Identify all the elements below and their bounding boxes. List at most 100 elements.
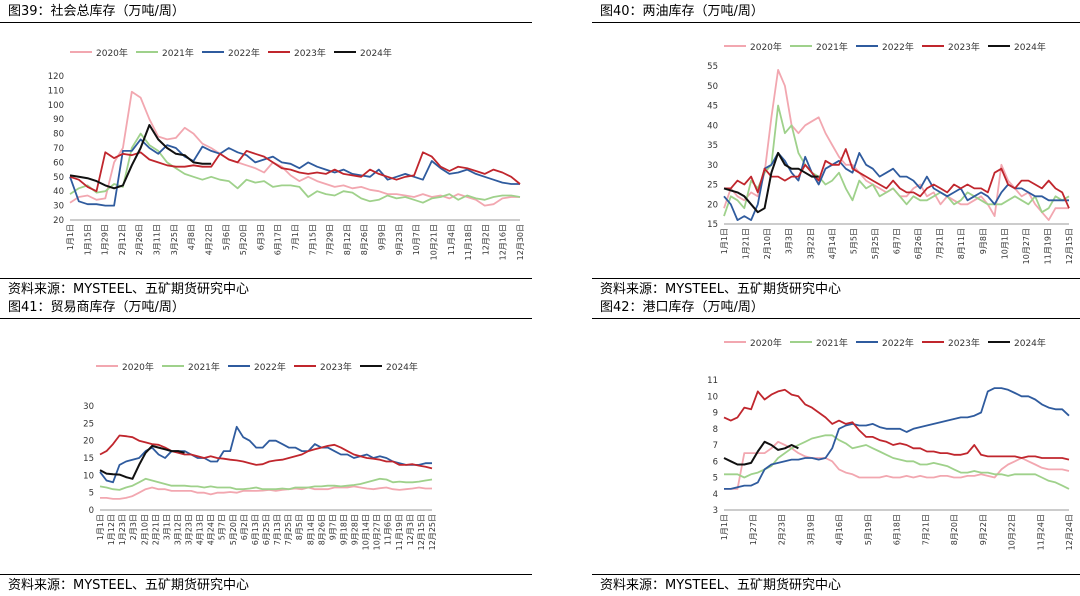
x-tick-label: 3月3日 [785,228,794,254]
legend: 2020年 2021年 2022年 2023年 2024年 [70,47,392,59]
x-tick-label: 5月6日 [222,224,231,250]
x-tick-label: 11月24日 [1036,514,1045,550]
x-tick-label: 10月14日 [362,514,371,550]
y-tick-label: 5 [713,474,718,484]
y-tick-label: 40 [53,187,64,197]
legend-label-2020: 2020年 [122,361,154,373]
x-tick-label: 3月19日 [806,514,815,545]
y-tick-label: 120 [48,72,64,82]
y-tick-label: 20 [707,200,718,210]
y-tick-label: 25 [707,181,718,191]
y-tick-label: 8 [713,425,718,435]
y-tick-label: 100 [48,101,64,111]
y-tick-label: 11 [707,376,718,386]
y-tick-label: 4 [713,490,718,500]
x-tick-label: 1月1日 [720,514,729,540]
y-axis: 0 5 10 15 20 25 30 [83,402,94,516]
legend-label-2023: 2023年 [948,337,980,349]
source-rule [592,278,1080,279]
x-tick-label: 3月25日 [170,224,179,255]
y-tick-label: 6 [713,457,718,467]
legend-label-2022: 2022年 [254,361,286,373]
x-tick-label: 12月15日 [417,514,426,550]
y-tick-label: 45 [707,102,718,112]
panel-two-oil-inventory: 图40：两油库存（万吨/周） 2020年 2021年 2022年 2023年 2024年… [544,0,1080,298]
x-tick-label: 11月4日 [447,224,456,255]
x-tick-label: 1月1日 [96,514,105,540]
x-axis: 1月1日 1月15日 1月29日 2月12日 2月26日 3月11日 3月25日 4月8日 4月… [66,224,525,260]
x-tick-label: 7月15日 [308,224,317,255]
x-tick-label: 4月13日 [196,514,205,545]
x-tick-label: 9月18日 [339,514,348,545]
x-tick-label: 3月11日 [153,224,162,255]
x-tick-label: 9月23日 [395,224,404,255]
x-tick-label: 7月29日 [326,224,335,255]
y-tick-label: 15 [83,454,94,464]
x-tick-label: 12月15日 [1065,228,1074,264]
series-line-2022 [724,387,1070,490]
y-tick-label: 10 [83,471,94,481]
series-line-2024 [723,151,819,214]
x-tick-label: 1月27日 [749,514,758,545]
y-tick-label: 50 [53,173,64,183]
x-tick-label: 5月20日 [239,224,248,255]
x-tick-label: 12月16日 [499,224,508,260]
legend-label-2024: 2024年 [386,361,418,373]
legend-label-2021: 2021年 [162,47,194,59]
series-line-2024 [69,124,212,190]
x-tick-label: 2月10日 [763,228,772,259]
x-tick-label: 2月26日 [135,224,144,255]
y-tick-label: 3 [713,506,718,516]
legend-label-2022: 2022年 [882,41,914,53]
x-tick-label: 12月24日 [1065,514,1074,550]
series-line-2021 [723,104,1070,217]
y-tick-label: 20 [53,216,64,226]
legend: 2020年 2021年 2022年 2023年 2024年 [96,361,418,373]
chart-title: 图39：社会总库存（万吨/周） [8,4,185,19]
series-line-2023 [723,388,1070,461]
y-tick-label: 90 [53,115,64,125]
title-rule [592,22,1080,23]
x-tick-label: 11月6日 [384,514,393,545]
y-axis: 20 30 40 50 60 70 80 90 100 110 120 [48,72,64,226]
x-tick-label: 7月21日 [936,228,945,259]
x-tick-label: 8月26日 [317,514,326,545]
x-axis: 1月1日 1月21日 2月10日 3月3日 3月22日 4月14日 5月5日 5月25日 6月7… [720,228,1074,264]
legend: 2020年 2021年 2022年 2023年 2024年 [724,41,1046,53]
x-tick-label: 10月27日 [1022,228,1031,264]
series-line-2023 [99,434,433,470]
chart-title: 图40：两油库存（万吨/周） [600,4,764,19]
legend-label-2021: 2021年 [816,41,848,53]
x-tick-label: 6月13日 [251,514,260,545]
x-tick-label: 4月16日 [835,514,844,545]
source-rule [0,574,532,575]
x-tick-label: 10月27日 [373,514,382,550]
x-tick-label: 8月5日 [295,514,304,540]
source-note: 资料来源：MYSTEEL、五矿期货研究中心 [600,282,842,297]
x-tick-label: 6月3日 [256,224,265,250]
x-tick-label: 1月29日 [101,224,110,255]
legend-label-2020: 2020年 [96,47,128,59]
legend-label-2021: 2021年 [816,337,848,349]
series-line-2020 [69,90,520,207]
x-tick-label: 4月24日 [207,514,216,545]
x-tick-label: 4月8日 [187,224,196,250]
x-tick-label: 1月23日 [118,514,127,545]
legend-label-2023: 2023年 [948,41,980,53]
series-line-2024 [723,440,799,466]
x-tick-label: 12月25日 [428,514,437,550]
x-tick-label: 8月11日 [957,228,966,259]
x-tick-label: 12月30日 [516,224,525,260]
legend-label-2024: 2024年 [1014,41,1046,53]
x-tick-label: 6月26日 [914,228,923,259]
y-tick-label: 40 [707,121,718,131]
chart-title: 图41：贸易商库存（万吨/周） [8,300,185,315]
x-tick-label: 5月5日 [849,228,858,254]
y-tick-label: 15 [707,220,718,230]
x-tick-label: 3月23日 [185,514,194,545]
x-tick-label: 2月3日 [129,514,138,540]
x-tick-label: 6月17日 [274,224,283,255]
x-tick-label: 1月15日 [83,224,92,255]
x-tick-label: 9月7日 [328,514,337,540]
x-tick-label: 8月12日 [343,224,352,255]
